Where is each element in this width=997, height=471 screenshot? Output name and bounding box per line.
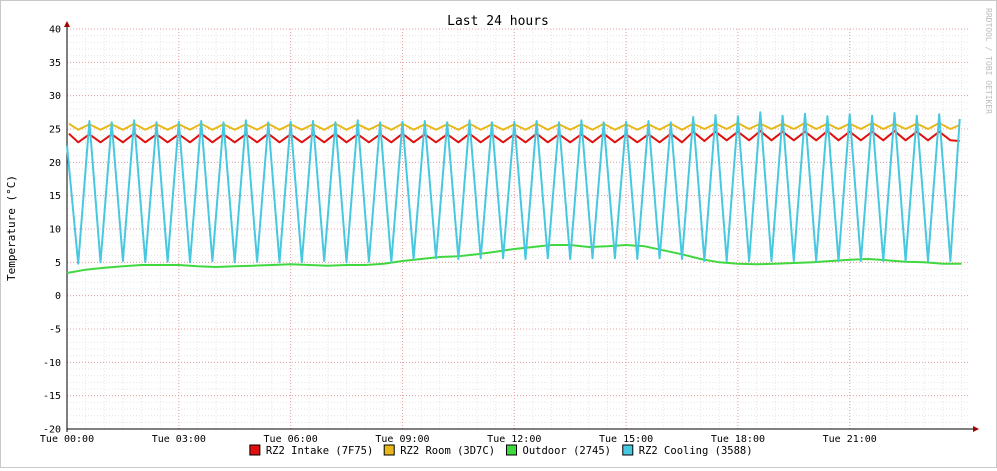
axes bbox=[64, 21, 979, 432]
x-axis-arrow bbox=[973, 426, 979, 432]
watermark: RRDTOOL / TOBI OETIKER bbox=[984, 8, 993, 114]
x-tick-label: Tue 09:00 bbox=[375, 434, 429, 445]
legend-swatch bbox=[622, 444, 634, 456]
legend-label: Outdoor (2745) bbox=[523, 445, 612, 457]
y-tick-label: 35 bbox=[49, 58, 61, 69]
y-tick-label: 5 bbox=[55, 258, 61, 269]
legend: RZ2 Intake (7F75) RZ2 Room (3D7C) Outdoor … bbox=[249, 444, 753, 457]
x-tick-label: Tue 00:00 bbox=[40, 434, 94, 445]
y-tick-label: -10 bbox=[43, 358, 61, 369]
x-tick-label: Tue 18:00 bbox=[711, 434, 765, 445]
series-lines bbox=[66, 111, 962, 274]
y-axis-arrow bbox=[64, 21, 70, 27]
grid bbox=[66, 28, 969, 430]
series-line-3 bbox=[66, 111, 961, 265]
chart-title: Last 24 hours bbox=[447, 14, 549, 29]
y-axis-label: Temperature (°C) bbox=[5, 175, 18, 281]
y-tick-label: 25 bbox=[49, 125, 61, 136]
y-tick-label: 30 bbox=[49, 91, 61, 102]
x-tick-label: Tue 06:00 bbox=[264, 434, 318, 445]
legend-label: RZ2 Cooling (3588) bbox=[639, 445, 753, 457]
legend-label: RZ2 Intake (7F75) bbox=[266, 445, 373, 457]
series-line-0 bbox=[68, 130, 960, 144]
y-tick-label: -20 bbox=[43, 425, 61, 436]
x-tick-label: Tue 12:00 bbox=[487, 434, 541, 445]
y-tick-label: 15 bbox=[49, 191, 61, 202]
legend-swatch bbox=[383, 444, 395, 456]
legend-label: RZ2 Room (3D7C) bbox=[400, 445, 495, 457]
legend-swatch bbox=[506, 444, 517, 456]
series-line-2 bbox=[66, 244, 962, 274]
y-tick-label: 0 bbox=[55, 291, 61, 302]
y-tick-label: 20 bbox=[49, 158, 61, 169]
x-tick-label: Tue 03:00 bbox=[152, 434, 206, 445]
x-tick-label: Tue 21:00 bbox=[823, 434, 877, 445]
legend-swatch bbox=[249, 444, 261, 456]
tick-labels: -20 -15 -10 -5 0 5 10 15 20 25 30 35 40 Tue 00:00 Tue … bbox=[40, 25, 877, 446]
x-tick-label: Tue 15:00 bbox=[599, 434, 653, 445]
y-tick-label: 40 bbox=[49, 25, 61, 36]
y-tick-label: -5 bbox=[49, 325, 61, 336]
y-tick-label: 10 bbox=[49, 225, 61, 236]
y-tick-label: -15 bbox=[43, 391, 61, 402]
